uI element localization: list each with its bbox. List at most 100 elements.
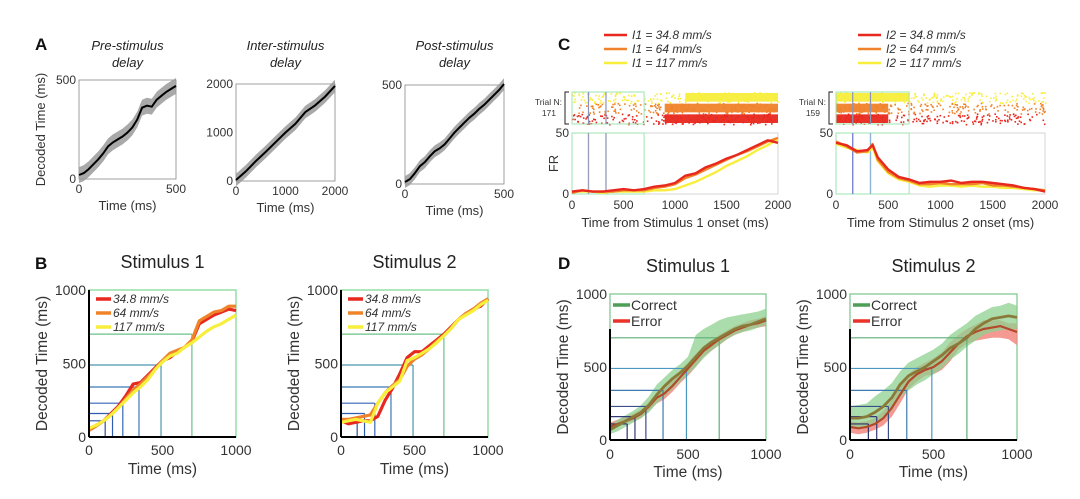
spike-dot [747,101,749,103]
spike-dot [881,92,883,94]
spike-dot [973,108,975,111]
spike-dot [612,103,614,106]
spike-dot [701,98,703,100]
spike-dot [774,96,776,98]
spike-dot [750,109,752,111]
spike-dot [964,98,966,100]
spike-dot [1039,108,1042,111]
spike-dot [900,95,902,97]
fr-line-0 [571,139,779,193]
spike-dot [636,99,639,102]
spike-dot [981,106,984,108]
spike-dot [720,97,722,99]
spike-dot [644,98,646,100]
spike-dot [601,103,604,106]
spike-dot [1006,115,1009,117]
spike-dot [671,123,674,126]
x-tick-label: 1500 [979,198,1006,212]
spike-dot [848,107,851,110]
spike-dot [614,103,616,105]
analysis-window [835,132,910,195]
spike-dot [1044,102,1047,104]
spike-dot [651,105,654,108]
spike-dot [933,92,936,95]
spike-dot [902,121,905,123]
spike-dot [924,118,926,121]
spike-dot [757,111,760,113]
raster-window [571,91,645,125]
spike-dot [837,116,839,118]
spike-dot [971,93,973,95]
spike-dot [654,110,657,112]
spike-dot [631,116,634,118]
spike-dot [602,95,604,98]
x-tick-label: 0 [833,198,840,212]
x-tick-label: 1000 [220,442,251,458]
spike-dot [1033,96,1035,99]
spike-dot [898,98,901,100]
spike-dot [959,106,961,108]
spike-dot [671,106,673,108]
spike-dot [655,112,658,114]
spike-dot [922,93,925,95]
spike-dot [738,105,741,107]
spike-dot [588,99,591,101]
spike-dot [648,109,650,112]
spike-dot [975,118,978,120]
spike-dot [983,115,985,117]
spike-dot [768,116,771,119]
spike-dot [936,105,938,108]
spike-dot [956,98,958,100]
spike-dot [1006,92,1009,95]
spike-dot [657,121,660,123]
spike-dot [1019,116,1022,118]
legend-label: Error [871,313,902,329]
spike-dot [657,114,660,116]
spike-dot [888,112,891,115]
spike-dot [856,116,858,118]
spike-dot [838,111,841,113]
spike-dot [972,121,974,123]
spike-dot [932,96,934,99]
spike-dot [640,113,643,115]
spike-dot [947,115,950,117]
spike-dot [1028,102,1030,104]
spike-dot [940,99,942,101]
spike-dot [842,111,845,113]
spike-dot [767,113,770,115]
x-tick-label: 2000 [1032,198,1059,212]
spike-dot [751,117,753,119]
legend-label: 34.8 mm/s [113,292,169,306]
spike-dot [743,113,745,115]
x-axis-label: Time (ms) [128,461,197,478]
spike-dot [999,104,1001,107]
spike-dot [628,122,630,125]
spike-dot [582,92,585,95]
spike-dot [609,100,612,103]
spike-dot [961,115,964,117]
spike-dot [604,112,607,115]
spike-dot [750,122,753,124]
spike-dot [957,109,959,112]
spike-dot [894,100,897,102]
spike-dot [759,105,761,108]
spike-dot [1004,114,1006,116]
spike-dot [735,96,738,98]
spike-dot [748,111,750,114]
spike-dot [913,97,915,99]
spike-dot [733,109,736,112]
spike-dot [685,103,687,106]
spike-dot [594,100,596,103]
spike-dot [1026,109,1029,112]
spike-dot [697,118,699,121]
spike-dot [681,107,684,110]
spike-dot [573,95,575,97]
spike-dot [860,111,863,114]
spike-dot [770,109,772,112]
spike-dot [611,115,613,118]
spike-dot [845,92,847,94]
series-line [404,83,505,183]
spike-dot [772,109,774,112]
spike-dot [684,108,686,111]
spike-dot [691,92,693,95]
